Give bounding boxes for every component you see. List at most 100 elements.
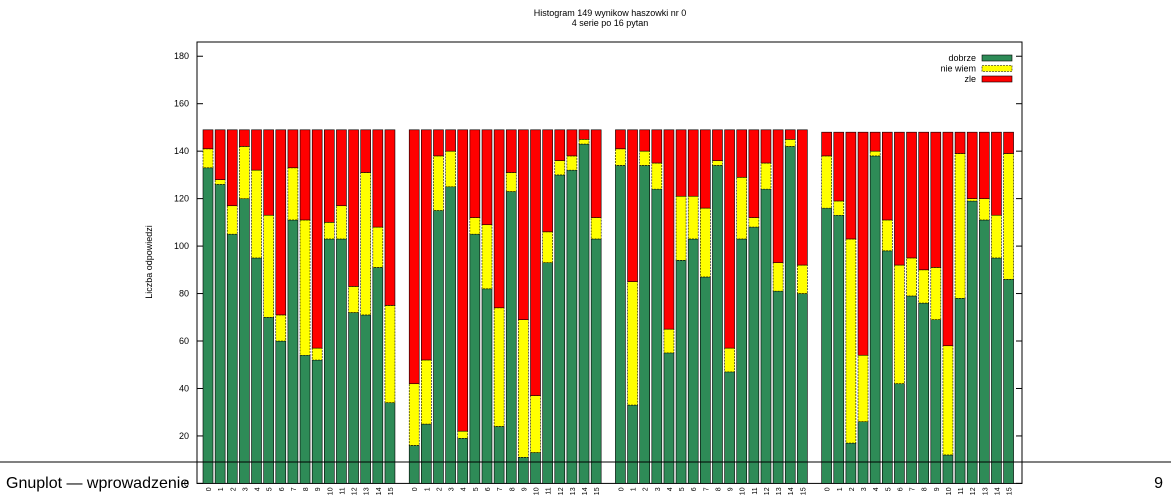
- bar-segment: [433, 155, 444, 211]
- bar-segment: [590, 129, 602, 218]
- bar-segment: [845, 442, 857, 484]
- bar-segment: [518, 456, 529, 484]
- bar-segment: [869, 155, 881, 484]
- bar-segment: [239, 129, 250, 147]
- bar-segment: [833, 200, 845, 216]
- bar-segment: [299, 354, 311, 484]
- x-tick-label: 15: [594, 487, 601, 495]
- bar-segment: [445, 129, 456, 152]
- bar-segment: [384, 129, 396, 306]
- x-tick-label: 1: [218, 487, 225, 491]
- bar-segment: [566, 155, 578, 171]
- x-tick-label: 9: [315, 487, 322, 491]
- bar-segment: [881, 219, 893, 252]
- x-tick-label: 8: [922, 487, 929, 491]
- bar-segment: [966, 198, 978, 202]
- bar-segment: [772, 262, 784, 292]
- bar-segment: [675, 129, 687, 197]
- x-tick-label: 4: [461, 487, 468, 491]
- bar-segment: [906, 131, 917, 259]
- bar-segment: [979, 131, 990, 199]
- bar-segment: [275, 129, 287, 316]
- bar-segment: [784, 129, 796, 140]
- bar-segment: [712, 165, 723, 484]
- bar-segment: [712, 129, 723, 161]
- x-tick-label: 11: [339, 487, 346, 494]
- bar-segment: [736, 238, 748, 484]
- bar-segment: [590, 217, 602, 240]
- bar-segment: [627, 129, 638, 282]
- bar-segment: [348, 312, 359, 484]
- bar-segment: [930, 131, 942, 268]
- bar-segment: [469, 129, 481, 218]
- x-tick-label: 13: [982, 487, 989, 495]
- bar-segment: [881, 131, 893, 221]
- bar-segment: [226, 233, 238, 484]
- x-tick-label: 3: [242, 487, 249, 491]
- bar-segment: [894, 131, 905, 266]
- bar-segment: [469, 217, 481, 235]
- x-tick-label: 11: [752, 487, 759, 494]
- bar-segment: [906, 295, 917, 484]
- bar-segment: [797, 129, 808, 266]
- bar-segment: [421, 423, 432, 484]
- bar-segment: [772, 129, 784, 263]
- bar-segment: [930, 319, 942, 484]
- legend-swatch: [981, 65, 1013, 72]
- bar-segment: [942, 345, 954, 456]
- bar-segment: [505, 129, 517, 173]
- bar-segment: [214, 184, 226, 484]
- bar-segment: [239, 198, 250, 484]
- bar-segment: [372, 267, 384, 484]
- bar-segment: [336, 205, 347, 240]
- bar-segment: [821, 207, 832, 484]
- bar-segment: [408, 129, 420, 385]
- bar-segment: [942, 131, 954, 347]
- x-tick-label: 10: [327, 487, 334, 495]
- x-tick-label: 5: [473, 487, 480, 491]
- x-tick-label: 15: [388, 487, 395, 495]
- bar-segment: [675, 260, 687, 484]
- bar-segment: [663, 352, 675, 484]
- bar-segment: [287, 167, 299, 221]
- bar-segment: [760, 162, 772, 190]
- x-tick-label: 7: [910, 487, 917, 491]
- bar-segment: [760, 188, 772, 484]
- x-tick-label: 0: [825, 487, 832, 491]
- bar-segment: [615, 165, 626, 484]
- bar-segment: [857, 421, 869, 484]
- bar-segment: [481, 224, 493, 290]
- bar-segment: [251, 169, 262, 259]
- bar-segment: [687, 129, 699, 197]
- bar-segment: [821, 155, 832, 209]
- legend-label: nie wiem: [940, 64, 976, 74]
- bar-segment: [323, 238, 335, 484]
- bar-segment: [1003, 153, 1014, 280]
- bar-segment: [797, 264, 808, 294]
- x-tick-label: 4: [667, 487, 674, 491]
- bar-segment: [1003, 279, 1014, 484]
- bar-segment: [457, 438, 469, 484]
- bar-segment: [663, 328, 675, 354]
- chart-title: Histogram 149 wynikow haszowki nr 0: [534, 8, 687, 18]
- x-tick-label: 8: [303, 487, 310, 491]
- bar-segment: [311, 129, 323, 349]
- bar-segment: [493, 307, 505, 427]
- bar-segment: [336, 129, 347, 207]
- x-tick-label: 6: [279, 487, 286, 491]
- bar-segment: [287, 129, 299, 169]
- x-tick-label: 4: [255, 487, 262, 491]
- bar-segment: [700, 276, 711, 484]
- bar-segment: [918, 131, 929, 271]
- bar-segment: [845, 131, 857, 240]
- y-axis-label: Liczba odpowiedzi: [144, 225, 154, 299]
- bar-segment: [833, 131, 845, 202]
- bar-segment: [991, 257, 1002, 484]
- bar-segment: [214, 179, 226, 185]
- bar-segment: [554, 129, 566, 161]
- bar-segment: [979, 198, 990, 221]
- bar-segment: [542, 262, 553, 484]
- bar-segment: [651, 129, 663, 164]
- x-tick-label: 6: [897, 487, 904, 491]
